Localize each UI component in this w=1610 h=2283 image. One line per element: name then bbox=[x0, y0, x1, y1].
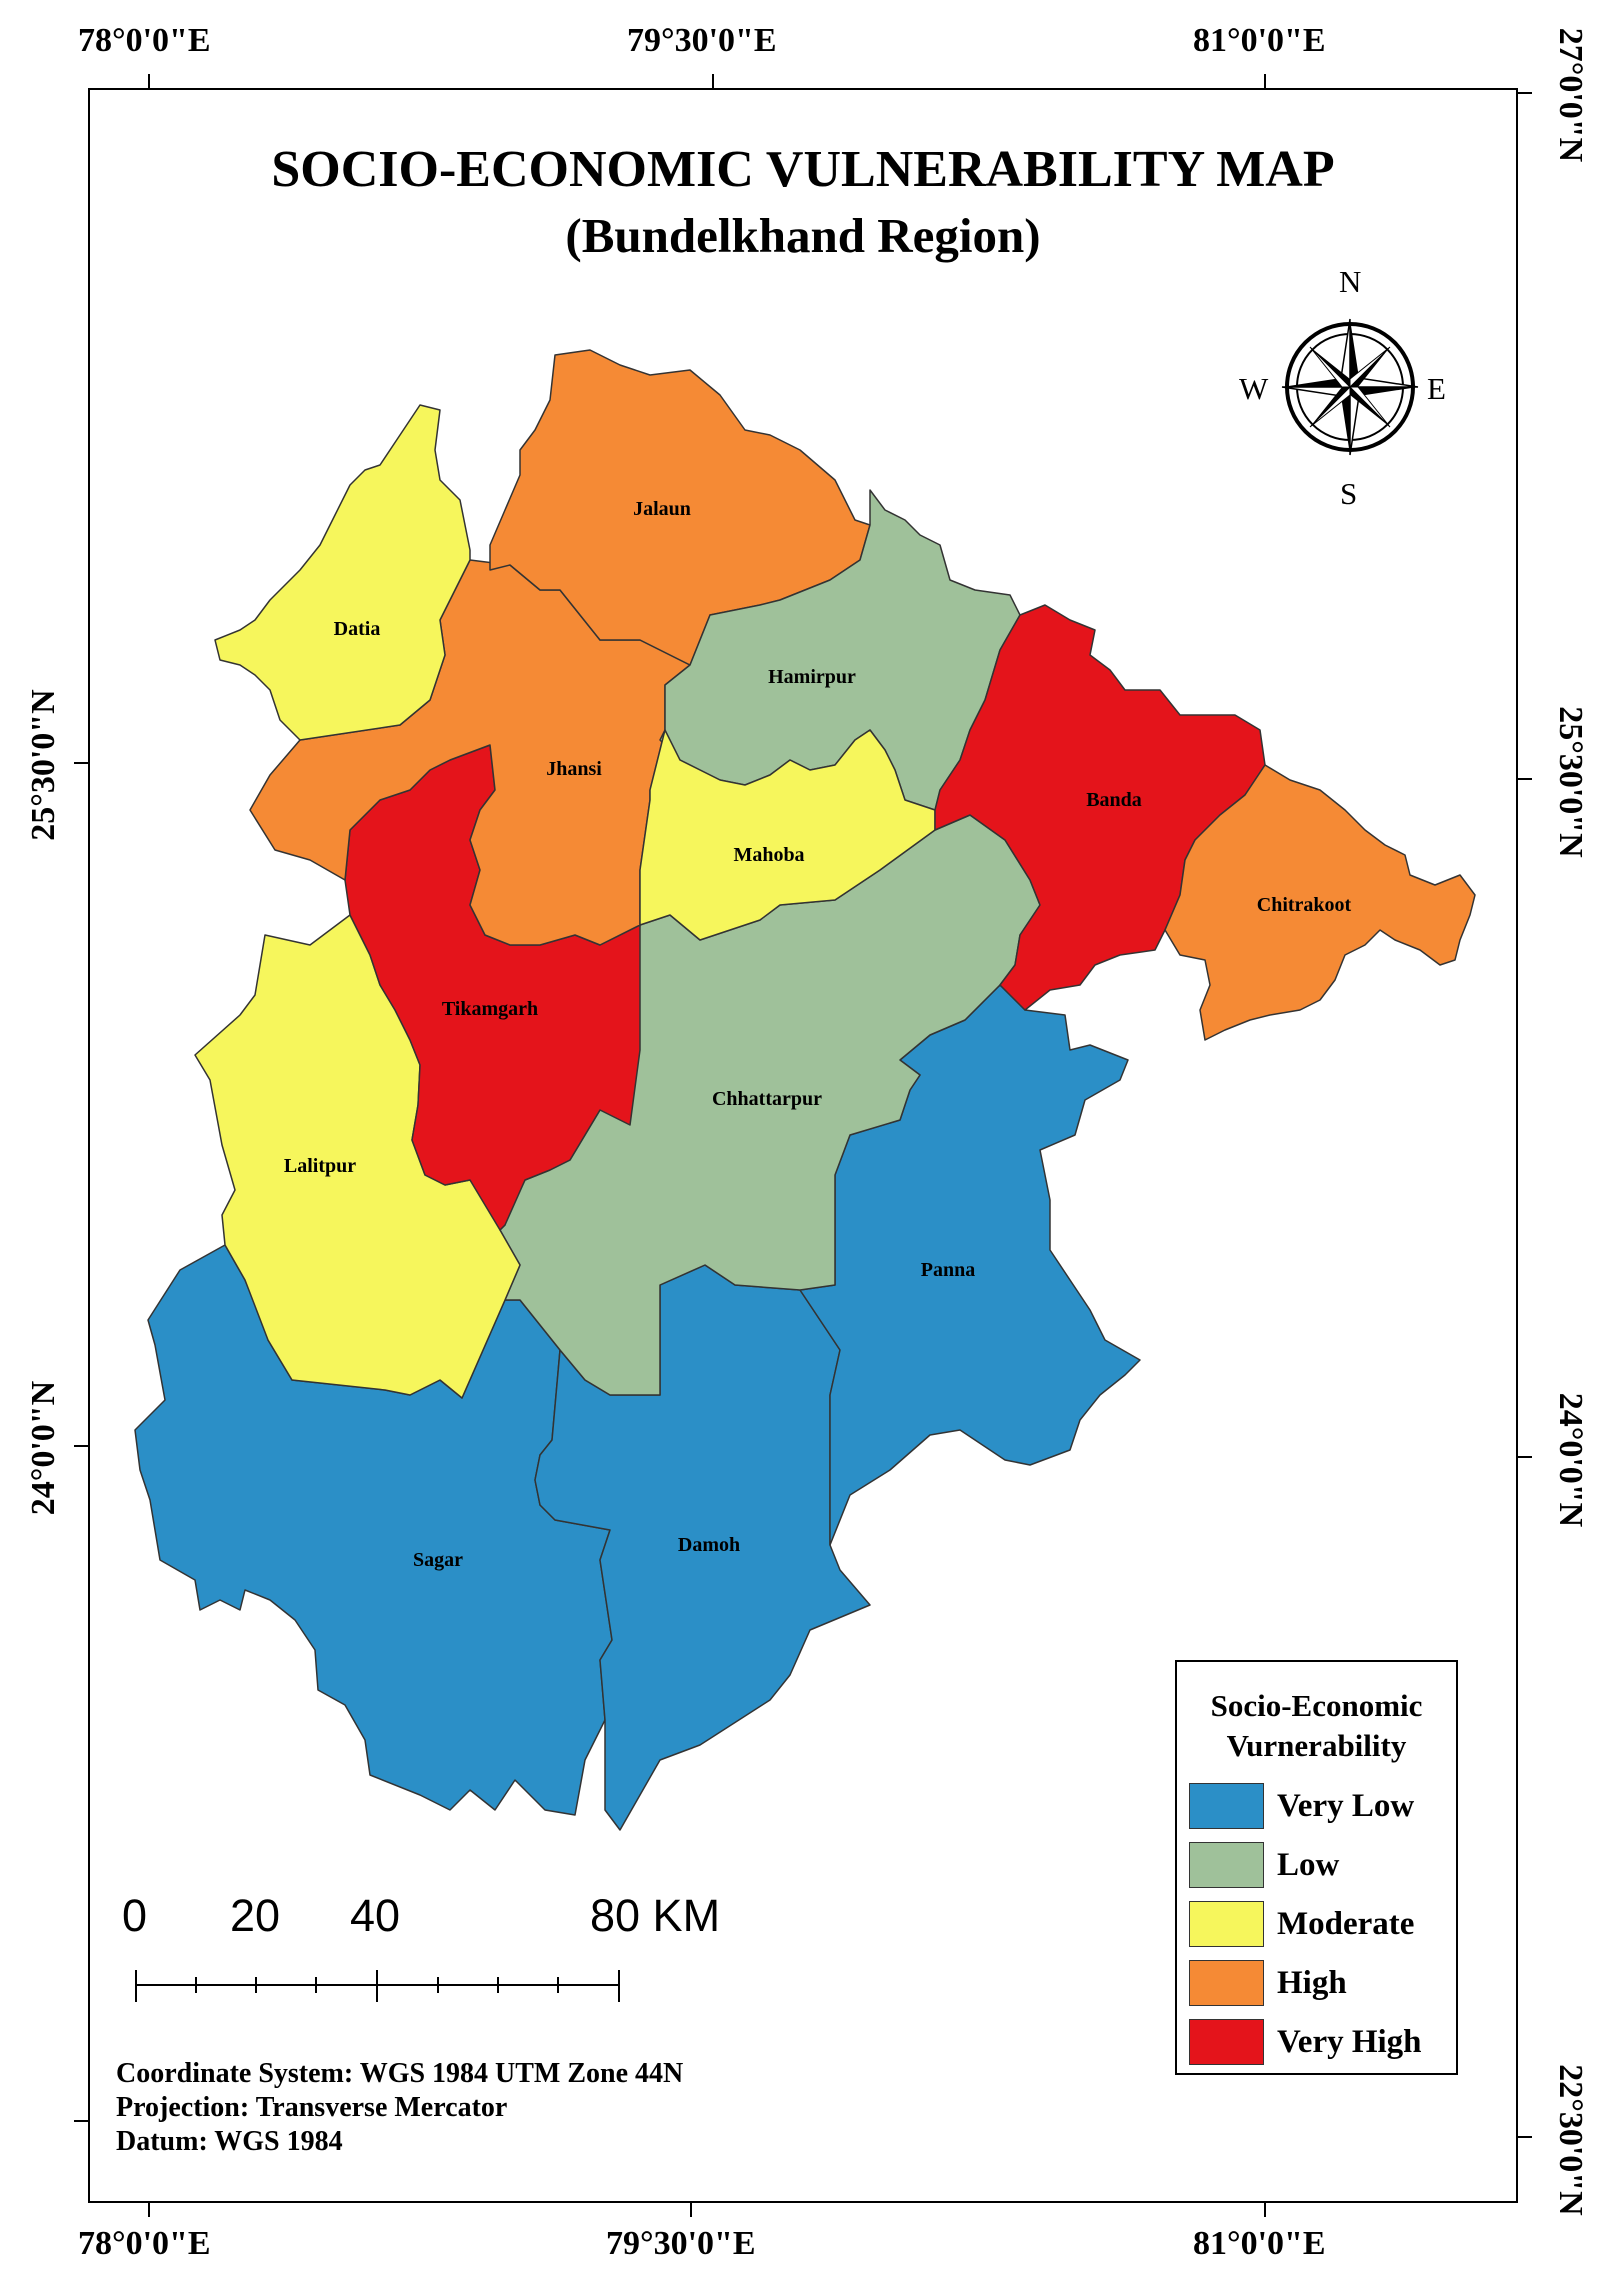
graticule-tick bbox=[74, 2120, 88, 2122]
legend-label: Moderate bbox=[1277, 1905, 1415, 1942]
legend-swatch bbox=[1189, 1783, 1264, 1829]
compass-west-label: W bbox=[1239, 371, 1269, 406]
legend-swatch bbox=[1189, 1842, 1264, 1888]
coordinate-system-text: Coordinate System: WGS 1984 UTM Zone 44N bbox=[116, 2058, 684, 2089]
district-mahoba[interactable] bbox=[639, 729, 936, 941]
map-title: SOCIO-ECONOMIC VULNERABILITY MAP bbox=[271, 141, 1335, 198]
legend-item: Very High bbox=[1189, 2019, 1422, 2065]
compass-east-label: E bbox=[1427, 371, 1446, 406]
top-longitude-label: 79°30'0"E bbox=[627, 22, 777, 59]
graticule-tick bbox=[74, 1445, 88, 1447]
legend-title: Vurnerability bbox=[1226, 1728, 1407, 1763]
district-label-datia: Datia bbox=[334, 618, 381, 640]
graticule-tick bbox=[690, 2203, 692, 2217]
graticule-tick bbox=[712, 74, 714, 88]
district-label-jalaun: Jalaun bbox=[633, 498, 691, 520]
district-label-tikamgarh: Tikamgarh bbox=[442, 998, 538, 1020]
graticule-tick bbox=[1264, 2203, 1266, 2217]
scale-bar bbox=[135, 1970, 620, 2002]
top-longitude-label: 81°0'0"E bbox=[1193, 22, 1326, 59]
legend-swatch bbox=[1189, 1901, 1264, 1947]
compass-rose-icon bbox=[1281, 318, 1419, 456]
compass-south-label: S bbox=[1340, 476, 1358, 511]
district-chitrakoot[interactable] bbox=[1164, 764, 1476, 1041]
scale-label: 40 bbox=[350, 1890, 401, 1941]
graticule-tick bbox=[148, 74, 150, 88]
district-label-mahoba: Mahoba bbox=[733, 844, 804, 866]
bottom-longitude-label: 81°0'0"E bbox=[1193, 2225, 1326, 2262]
district-label-jhansi: Jhansi bbox=[546, 758, 602, 780]
district-label-damoh: Damoh bbox=[678, 1534, 740, 1556]
district-datia[interactable] bbox=[214, 404, 471, 741]
map-frame bbox=[88, 88, 1518, 2203]
district-label-sagar: Sagar bbox=[413, 1549, 463, 1571]
bottom-longitude-label: 78°0'0"E bbox=[78, 2225, 211, 2262]
legend-item: Very Low bbox=[1189, 1783, 1414, 1829]
legend-label: High bbox=[1277, 1964, 1347, 2001]
projection-text: Projection: Transverse Mercator bbox=[116, 2092, 508, 2123]
district-label-lalitpur: Lalitpur bbox=[284, 1155, 356, 1177]
scale-label: 20 bbox=[230, 1890, 281, 1941]
datum-text: Datum: WGS 1984 bbox=[116, 2126, 343, 2157]
legend-label: Low bbox=[1277, 1846, 1340, 1883]
graticule-tick bbox=[1264, 74, 1266, 88]
bottom-longitude-label: 79°30'0"E bbox=[606, 2225, 756, 2262]
legend-item: Moderate bbox=[1189, 1901, 1414, 1947]
district-label-chitrakoot: Chitrakoot bbox=[1257, 894, 1352, 916]
district-label-panna: Panna bbox=[921, 1259, 975, 1281]
legend-swatch bbox=[1189, 1960, 1264, 2006]
map-subtitle: (Bundelkhand Region) bbox=[565, 208, 1041, 263]
graticule-tick bbox=[74, 762, 88, 764]
legend-item: High bbox=[1189, 1960, 1347, 2006]
scale-label: 80 KM bbox=[590, 1890, 721, 1941]
district-label-chhattarpur: Chhattarpur bbox=[712, 1088, 822, 1110]
scale-label: 0 bbox=[122, 1890, 148, 1941]
district-label-banda: Banda bbox=[1086, 789, 1142, 811]
legend-swatch bbox=[1189, 2019, 1264, 2065]
graticule-tick bbox=[1518, 1456, 1532, 1458]
legend-item: Low bbox=[1189, 1842, 1339, 1888]
graticule-tick bbox=[1518, 778, 1532, 780]
legend-label: Very High bbox=[1277, 2023, 1422, 2060]
compass-north-label: N bbox=[1339, 264, 1362, 299]
top-longitude-label: 78°0'0"E bbox=[78, 22, 211, 59]
district-banda[interactable] bbox=[934, 604, 1266, 1011]
legend-label: Very Low bbox=[1277, 1787, 1415, 1824]
district-label-hamirpur: Hamirpur bbox=[768, 666, 856, 688]
graticule-tick bbox=[1518, 92, 1532, 94]
graticule-tick bbox=[1518, 2136, 1532, 2138]
legend: Socio-Economic Vurnerability Very Low Lo… bbox=[1175, 1660, 1458, 2075]
legend-title: Socio-Economic bbox=[1210, 1688, 1423, 1723]
graticule-tick bbox=[148, 2203, 150, 2217]
